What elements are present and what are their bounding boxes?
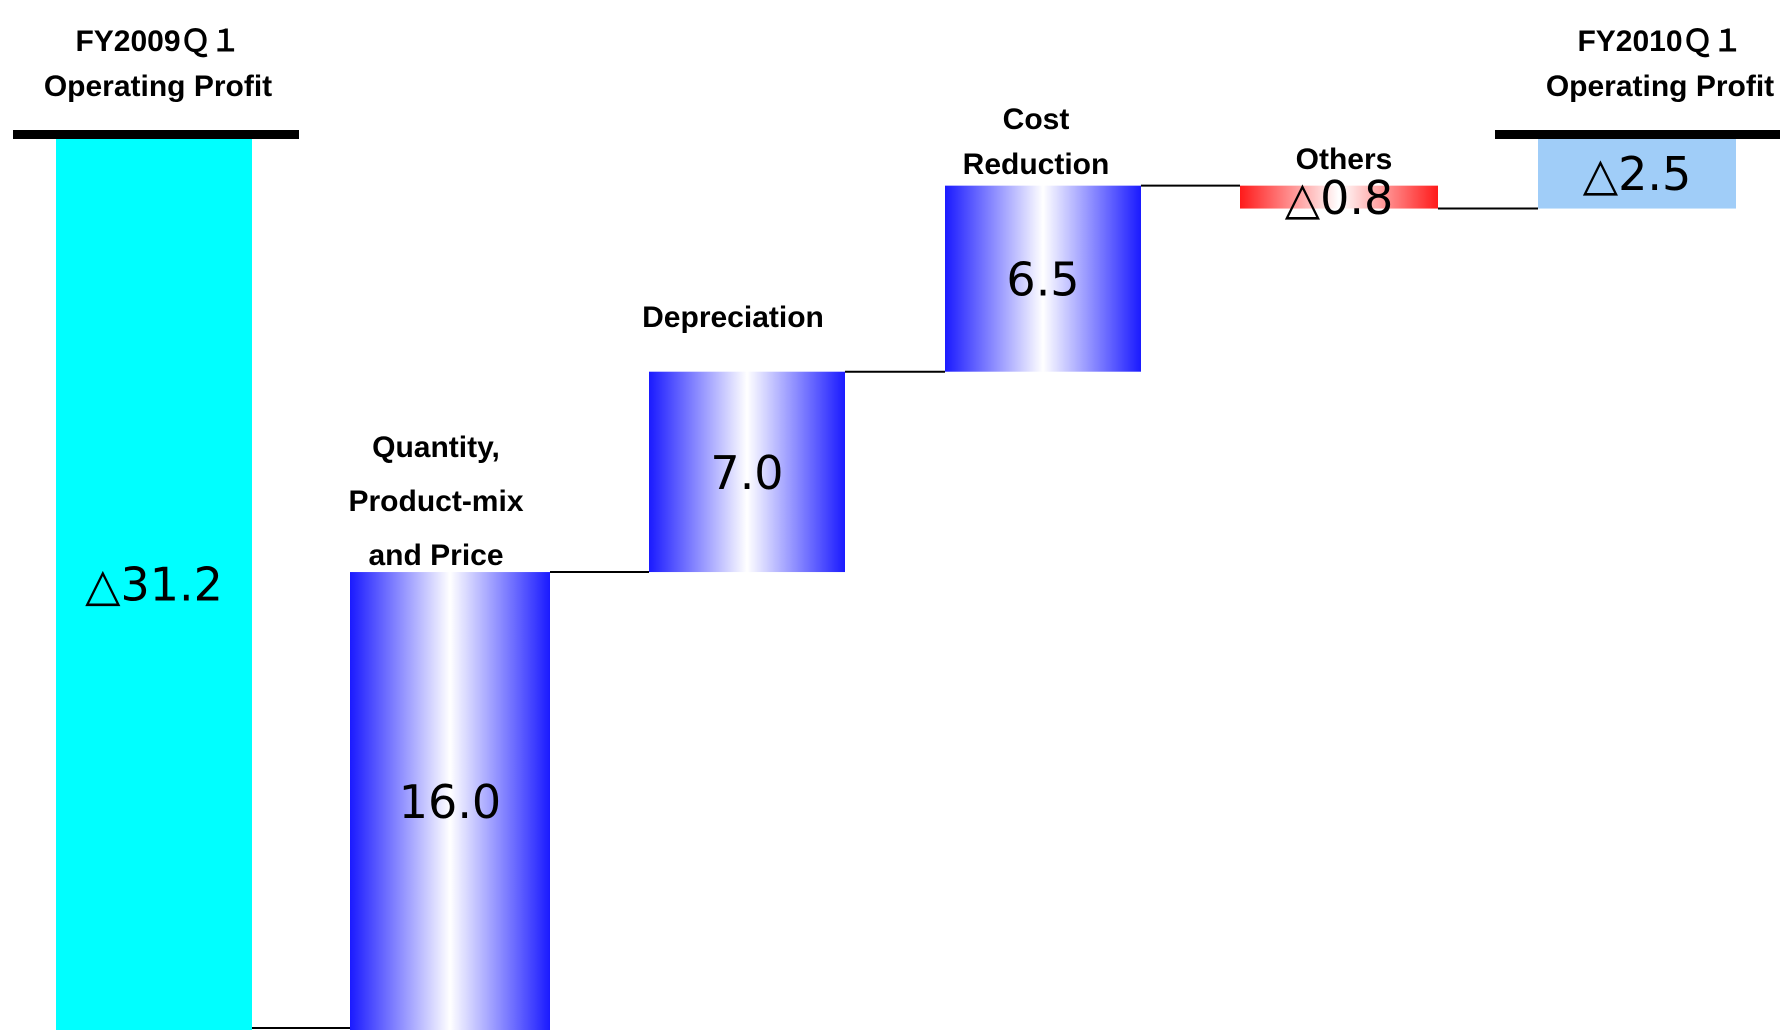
category-label-3-0: Cost [1003, 103, 1070, 136]
value-label-1: 16.0 [399, 775, 501, 829]
category-label-0-0: FY2009Ｑ１ [75, 25, 240, 58]
bar-0 [56, 137, 252, 1030]
value-label-5: △2.5 [1583, 147, 1692, 201]
bar-1 [350, 572, 550, 1030]
category-label-2-0: Depreciation [642, 301, 824, 334]
value-label-0: △31.2 [85, 558, 223, 612]
value-label-3: 6.5 [1006, 253, 1079, 307]
value-label-2: 7.0 [710, 446, 783, 500]
bar-2 [649, 371, 845, 573]
category-label-1-1: Product-mix [348, 485, 523, 518]
baseline-start [13, 130, 299, 139]
baseline-end [1495, 130, 1780, 139]
category-label-3-1: Reduction [963, 148, 1110, 181]
category-label-5-0: FY2010Ｑ１ [1577, 25, 1742, 58]
bar-4 [1240, 185, 1438, 209]
category-label-0-1: Operating Profit [44, 70, 272, 103]
category-label-4-0: Others [1296, 143, 1393, 176]
category-label-1-0: Quantity, [372, 431, 500, 464]
category-label-1-2: and Price [368, 539, 503, 572]
bar-5 [1538, 137, 1736, 209]
value-label-4: △0.8 [1285, 171, 1394, 225]
category-label-5-1: Operating Profit [1546, 70, 1774, 103]
bar-3 [945, 185, 1141, 372]
